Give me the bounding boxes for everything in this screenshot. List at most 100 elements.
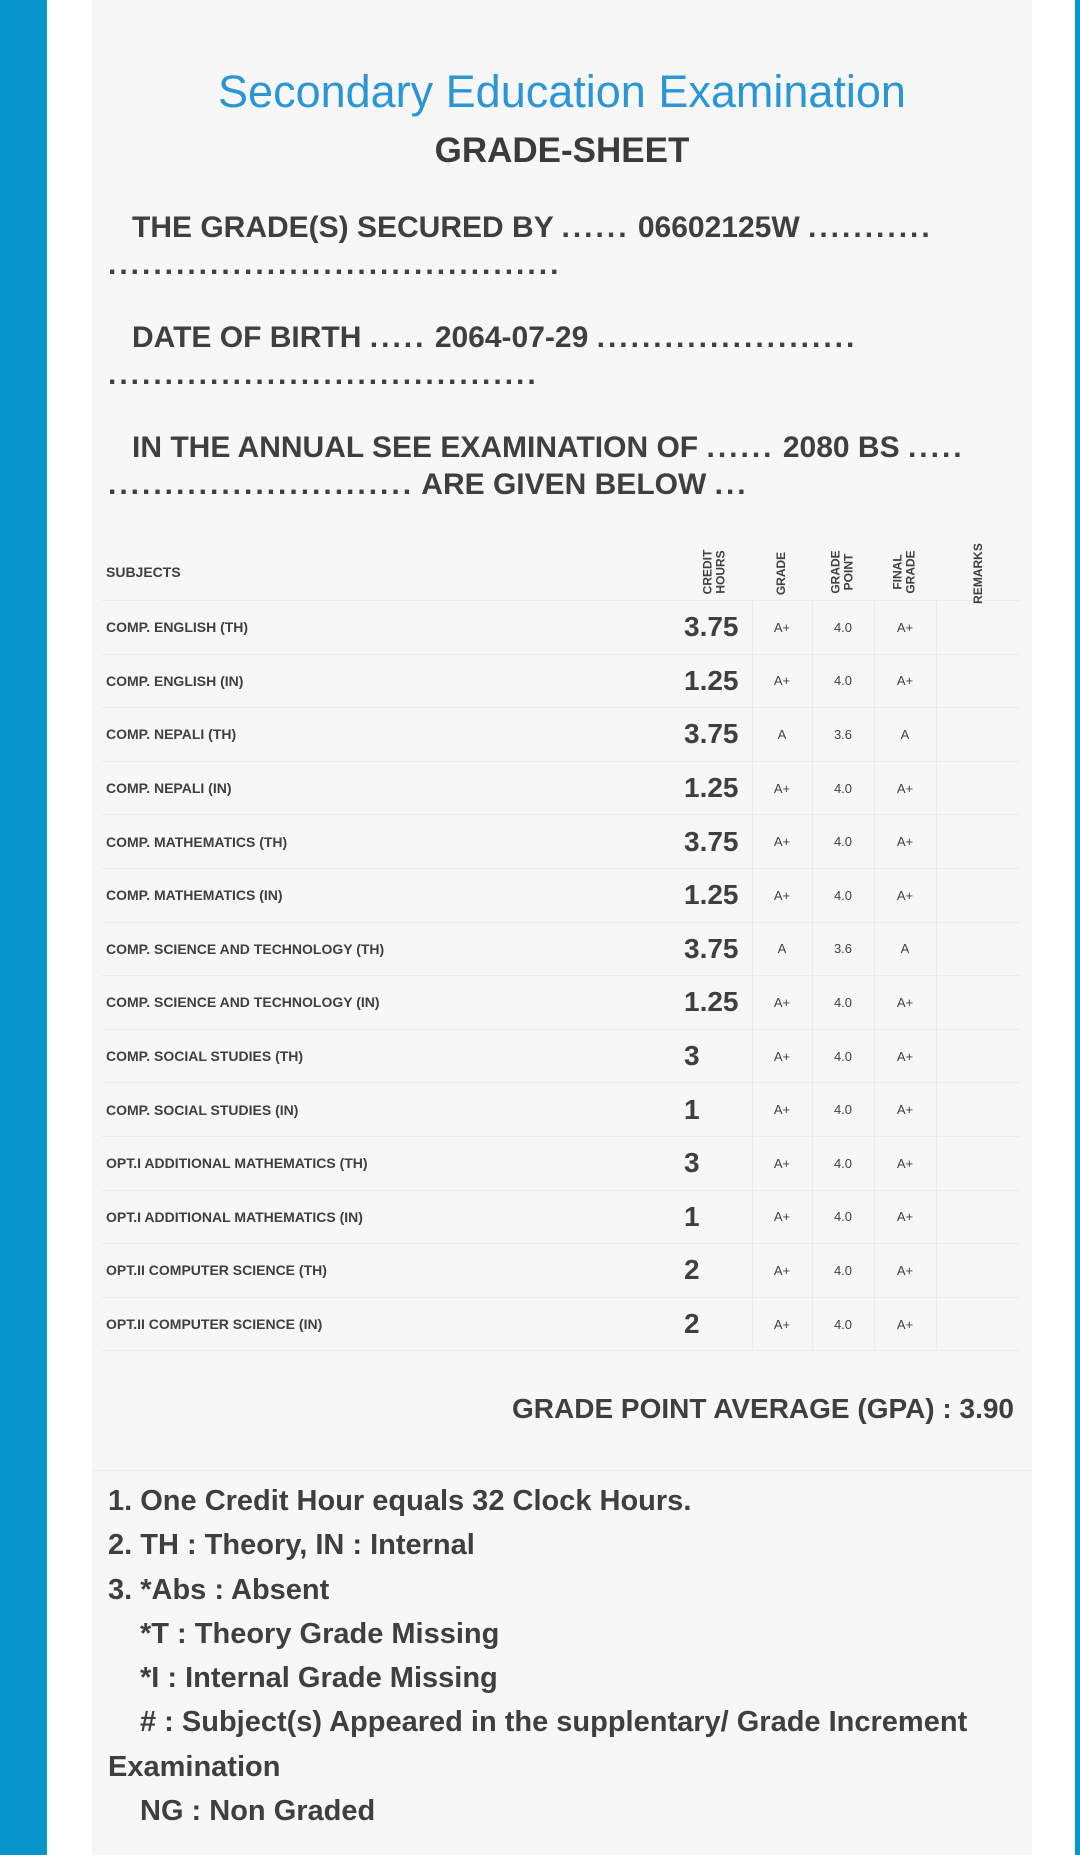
note-item: 2. TH : Theory, IN : Internal — [108, 1529, 475, 1562]
final-grade-cell: A — [874, 922, 937, 977]
final-grade-cell: A+ — [874, 1029, 937, 1084]
grade-point-cell: 4.0 — [812, 1029, 875, 1084]
dob-value: 2064-07-29 — [434, 321, 589, 354]
subject-cell: OPT.II COMPUTER SCIENCE (TH) — [102, 1243, 676, 1298]
subject-cell: OPT.I ADDITIONAL MATHEMATICS (IN) — [102, 1190, 676, 1245]
table-row: COMP. SCIENCE AND TECHNOLOGY (IN) 1.25 A+ 4… — [102, 975, 1020, 1030]
header-final-grade: FINAL GRADE — [874, 543, 936, 601]
notes-section: 1. One Credit Hour equals 32 Clock Hours… — [108, 1479, 1018, 1833]
subject-cell: COMP. ENGLISH (IN) — [102, 654, 676, 709]
grade-cell: A+ — [752, 761, 813, 816]
subject-cell: COMP. SCIENCE AND TECHNOLOGY (IN) — [102, 975, 676, 1030]
gpa-label: GRADE POINT AVERAGE (GPA) : — [512, 1393, 952, 1424]
grade-cell: A+ — [752, 814, 813, 869]
secured-by-label: THE GRADE(S) SECURED BY — [132, 211, 554, 244]
remarks-cell — [936, 761, 1020, 816]
credit-hours-cell: 1.25 — [676, 868, 753, 923]
divider — [92, 1470, 1032, 1471]
secured-by-line: THE GRADE(S) SECURED BY ...... 06602125W… — [108, 209, 1020, 283]
dot-leader: ...... — [706, 431, 775, 464]
header-grade: GRADE — [752, 543, 812, 601]
credit-hours-cell: 1.25 — [676, 975, 753, 1030]
grades-table: SUBJECTS CREDIT HOURS GRADE GRADE POINT FI… — [102, 543, 1020, 1352]
grade-sheet-card: Secondary Education Examination GRADE-SH… — [92, 0, 1032, 1855]
remarks-cell — [936, 814, 1020, 869]
symbol-number: 06602125W — [637, 211, 800, 244]
dot-leader: ....................... — [596, 321, 858, 354]
table-row: COMP. NEPALI (TH) 3.75 A 3.6 A — [102, 707, 1020, 762]
sheet-title: GRADE-SHEET — [434, 131, 690, 170]
grade-cell: A — [752, 707, 813, 762]
remarks-cell — [936, 1029, 1020, 1084]
final-grade-cell: A+ — [874, 814, 937, 869]
credit-hours-cell: 2 — [676, 1243, 753, 1298]
remarks-cell — [936, 707, 1020, 762]
exam-title: Secondary Education Examination — [218, 66, 906, 117]
grade-cell: A+ — [752, 975, 813, 1030]
left-accent-bar — [0, 0, 47, 1855]
remarks-cell — [936, 1243, 1020, 1298]
credit-hours-cell: 3.75 — [676, 814, 753, 869]
final-grade-cell: A+ — [874, 975, 937, 1030]
subject-cell: COMP. NEPALI (TH) — [102, 707, 676, 762]
table-row: COMP. SOCIAL STUDIES (TH) 3 A+ 4.0 A+ — [102, 1029, 1020, 1084]
grade-point-cell: 4.0 — [812, 1243, 875, 1298]
grade-point-cell: 4.0 — [812, 975, 875, 1030]
final-grade-cell: A+ — [874, 1082, 937, 1137]
dob-line: DATE OF BIRTH ..... 2064-07-29 .........… — [108, 319, 1020, 393]
dot-leader: ... — [714, 468, 749, 501]
final-grade-cell: A — [874, 707, 937, 762]
note-item: *T : Theory Grade Missing — [140, 1617, 500, 1650]
remarks-cell — [936, 922, 1020, 977]
dob-label: DATE OF BIRTH — [132, 321, 362, 354]
credit-hours-cell: 1 — [676, 1082, 753, 1137]
credit-hours-cell: 1 — [676, 1190, 753, 1245]
subject-cell: COMP. MATHEMATICS (IN) — [102, 868, 676, 923]
gpa-line: GRADE POINT AVERAGE (GPA) : 3.90 — [92, 1389, 1014, 1429]
grade-cell: A+ — [752, 654, 813, 709]
credit-hours-cell: 3.75 — [676, 600, 753, 655]
grade-point-cell: 4.0 — [812, 868, 875, 923]
note-item: # : Subject(s) Appeared in the supplenta… — [140, 1706, 968, 1739]
credit-hours-cell: 3.75 — [676, 707, 753, 762]
note-item: Examination — [108, 1750, 281, 1783]
right-accent-bar — [1075, 0, 1080, 1855]
grade-point-cell: 4.0 — [812, 814, 875, 869]
subject-cell: OPT.I ADDITIONAL MATHEMATICS (TH) — [102, 1136, 676, 1191]
table-row: COMP. MATHEMATICS (TH) 3.75 A+ 4.0 A+ — [102, 814, 1020, 869]
remarks-cell — [936, 1190, 1020, 1245]
header-grade-point: GRADE POINT — [812, 543, 874, 601]
grade-cell: A+ — [752, 868, 813, 923]
remarks-cell — [936, 1082, 1020, 1137]
final-grade-cell: A+ — [874, 1190, 937, 1245]
grade-cell: A+ — [752, 1029, 813, 1084]
final-grade-cell: A+ — [874, 1243, 937, 1298]
dot-leader: ...... — [561, 211, 630, 244]
note-item: 1. One Credit Hour equals 32 Clock Hours… — [108, 1485, 692, 1517]
credit-hours-cell: 1.25 — [676, 761, 753, 816]
gpa-value: 3.90 — [959, 1393, 1015, 1424]
dot-leader: ........................................ — [108, 248, 562, 281]
header-subjects: SUBJECTS — [102, 543, 676, 601]
table-row: COMP. SOCIAL STUDIES (IN) 1 A+ 4.0 A+ — [102, 1082, 1020, 1137]
final-grade-cell: A+ — [874, 1136, 937, 1191]
grade-point-cell: 4.0 — [812, 761, 875, 816]
dot-leader: ...................................... — [108, 358, 539, 391]
remarks-cell — [936, 975, 1020, 1030]
grade-point-cell: 4.0 — [812, 1190, 875, 1245]
table-row: COMP. SCIENCE AND TECHNOLOGY (TH) 3.75 A 3.… — [102, 922, 1020, 977]
credit-hours-cell: 2 — [676, 1297, 753, 1352]
remarks-cell — [936, 654, 1020, 709]
grade-cell: A+ — [752, 1297, 813, 1352]
grade-cell: A+ — [752, 1136, 813, 1191]
remarks-cell — [936, 868, 1020, 923]
note-item: 3. *Abs : Absent — [108, 1573, 330, 1606]
table-row: OPT.II COMPUTER SCIENCE (IN) 2 A+ 4.0 A+ — [102, 1297, 1020, 1352]
remarks-cell — [936, 1297, 1020, 1352]
grade-cell: A+ — [752, 1243, 813, 1298]
subject-cell: COMP. MATHEMATICS (TH) — [102, 814, 676, 869]
exam-label: IN THE ANNUAL SEE EXAMINATION OF — [132, 431, 699, 464]
header-remarks: REMARKS — [936, 543, 1020, 603]
note-item: *I : Internal Grade Missing — [140, 1662, 498, 1695]
subject-cell: COMP. SCIENCE AND TECHNOLOGY (TH) — [102, 922, 676, 977]
